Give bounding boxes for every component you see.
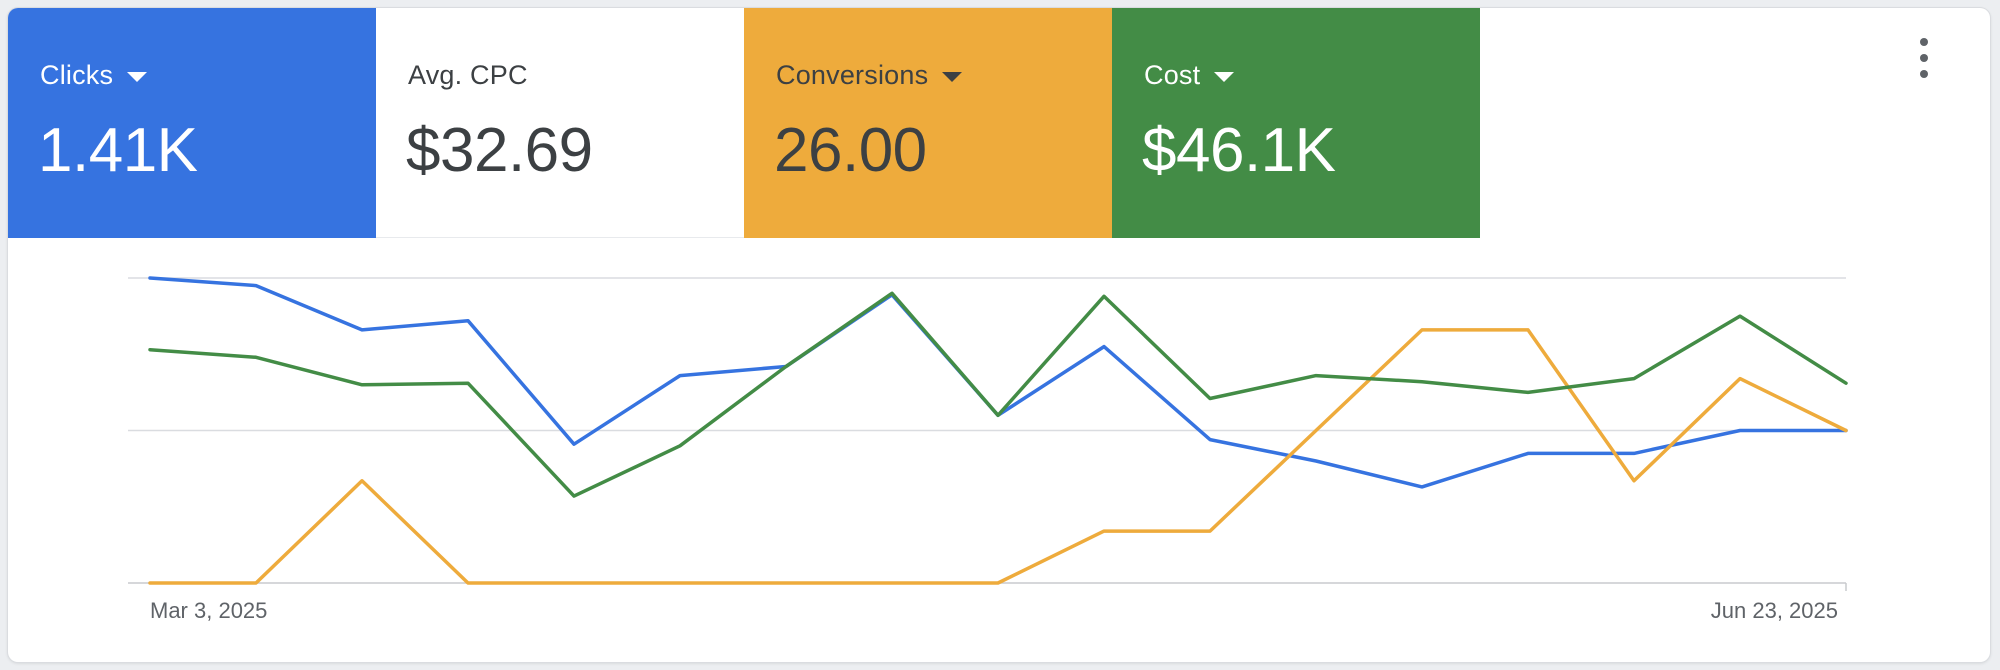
metric-value: $46.1K xyxy=(1142,116,1336,185)
metric-tab-avg-cpc[interactable]: Avg. CPC $32.69 xyxy=(376,8,744,238)
metric-header: Clicks xyxy=(40,60,148,91)
x-tick-label-start: Mar 3, 2025 xyxy=(150,598,267,623)
series-lines xyxy=(148,276,1848,585)
metric-header: Conversions xyxy=(776,60,963,91)
series-line-cost xyxy=(148,291,1848,498)
metric-tab-clicks[interactable]: Clicks 1.41K xyxy=(8,8,376,238)
metric-label: Avg. CPC xyxy=(408,60,528,90)
metric-value: 1.41K xyxy=(38,116,198,185)
metric-value: 26.00 xyxy=(774,116,927,185)
dropdown-caret-icon[interactable] xyxy=(127,72,148,82)
metric-header: Avg. CPC xyxy=(408,60,528,91)
metric-tab-conversions[interactable]: Conversions 26.00 xyxy=(744,8,1112,238)
metric-tab-cost[interactable]: Cost $46.1K xyxy=(1112,8,1480,238)
metric-tabs: Clicks 1.41K Avg. CPC $32.69 Conversions… xyxy=(8,8,1480,238)
line-chart: Mar 3, 2025 Jun 23, 2025 xyxy=(128,276,1848,623)
metric-label: Clicks xyxy=(40,60,114,90)
x-tick-label-end: Jun 23, 2025 xyxy=(1711,598,1838,623)
dropdown-caret-icon[interactable] xyxy=(1214,72,1235,82)
metric-label: Cost xyxy=(1144,60,1201,90)
metric-value: $32.69 xyxy=(406,116,593,185)
performance-card: Mar 3, 2025 Jun 23, 2025 Clicks 1.41K Av… xyxy=(8,8,1990,662)
series-line-conversions xyxy=(148,328,1848,585)
gridlines xyxy=(128,277,1847,591)
more-vert-icon[interactable] xyxy=(1912,38,1936,78)
dropdown-caret-icon[interactable] xyxy=(942,72,963,82)
metric-label: Conversions xyxy=(776,60,929,90)
metric-header: Cost xyxy=(1144,60,1235,91)
